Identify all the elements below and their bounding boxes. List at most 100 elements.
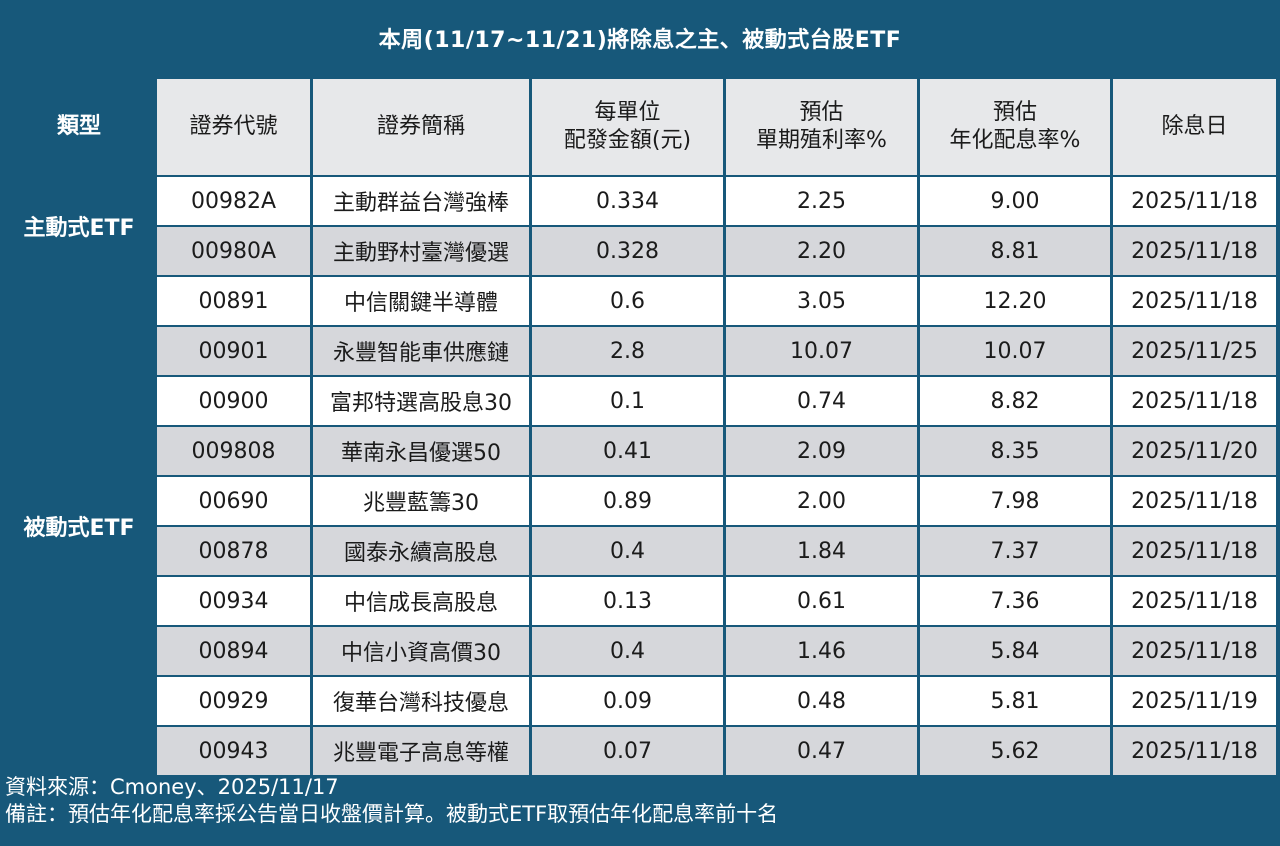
annual-yield-cell: 7.36 [920, 577, 1110, 625]
dividend-cell: 0.334 [532, 177, 723, 225]
table-row: 被動式ETF 00891 中信關鍵半導體 0.6 3.05 12.20 2025/11/18 [4, 277, 1276, 775]
annual-yield-cell: 12.20 [920, 277, 1110, 325]
header-dividend-line1: 每單位 [594, 100, 661, 125]
table-row: 00878 國泰永續高股息 0.4 1.84 7.37 2025/11/18 [4, 527, 1276, 575]
dividend-cell: 0.1 [532, 377, 723, 425]
header-dividend-line2: 配發金額(元) [563, 128, 692, 153]
code-cell: 009808 [157, 427, 310, 475]
header-name: 證券簡稱 [313, 79, 529, 175]
table-row: 00900 富邦特選高股息30 0.1 0.74 8.82 2025/11/18 [4, 377, 1276, 425]
header-annual-yield-line1: 預估 [992, 100, 1037, 125]
table-row: 00934 中信成長高股息 0.13 0.61 7.36 2025/11/18 [4, 577, 1276, 625]
ex-date-cell: 2025/11/18 [1113, 227, 1276, 275]
name-cell: 主動野村臺灣優選 [313, 227, 529, 275]
name-cell: 國泰永續高股息 [313, 527, 529, 575]
source-note: 資料來源：Cmoney、2025/11/17 [5, 775, 339, 799]
header-period-yield-line1: 預估 [799, 100, 844, 125]
dividend-table: 類型 證券代號 證券簡稱 每單位 配發金額(元) 預估 單期殖利率% 預估 年化… [1, 77, 1279, 777]
header-period-yield: 預估 單期殖利率% [726, 79, 917, 175]
annual-yield-cell: 8.35 [920, 427, 1110, 475]
dividend-cell: 0.07 [532, 727, 723, 775]
header-ex-date: 除息日 [1113, 79, 1276, 175]
code-cell: 00934 [157, 577, 310, 625]
code-cell: 00980A [157, 227, 310, 275]
header-row: 類型 證券代號 證券簡稱 每單位 配發金額(元) 預估 單期殖利率% 預估 年化… [4, 79, 1276, 175]
name-cell: 永豐智能車供應鏈 [313, 327, 529, 375]
period-yield-cell: 2.00 [726, 477, 917, 525]
dividend-cell: 0.41 [532, 427, 723, 475]
dividend-cell: 0.89 [532, 477, 723, 525]
annual-yield-cell: 5.84 [920, 627, 1110, 675]
period-yield-cell: 1.46 [726, 627, 917, 675]
period-yield-cell: 0.48 [726, 677, 917, 725]
table-title: 本周(11/17~11/21)將除息之主、被動式台股ETF [0, 0, 1280, 76]
dividend-cell: 0.4 [532, 627, 723, 675]
annual-yield-cell: 5.62 [920, 727, 1110, 775]
remark-note: 備註：預估年化配息率採公告當日收盤價計算。被動式ETF取預估年化配息率前十名 [5, 802, 779, 826]
ex-date-cell: 2025/11/20 [1113, 427, 1276, 475]
period-yield-cell: 10.07 [726, 327, 917, 375]
code-cell: 00690 [157, 477, 310, 525]
code-cell: 00878 [157, 527, 310, 575]
table-row: 00943 兆豐電子高息等權 0.07 0.47 5.62 2025/11/18 [4, 727, 1276, 775]
name-cell: 兆豐藍籌30 [313, 477, 529, 525]
table-row: 00690 兆豐藍籌30 0.89 2.00 7.98 2025/11/18 [4, 477, 1276, 525]
footnotes: 資料來源：Cmoney、2025/11/17 備註：預估年化配息率採公告當日收盤… [5, 774, 778, 828]
ex-date-cell: 2025/11/18 [1113, 577, 1276, 625]
name-cell: 中信成長高股息 [313, 577, 529, 625]
ex-date-cell: 2025/11/19 [1113, 677, 1276, 725]
annual-yield-cell: 7.37 [920, 527, 1110, 575]
code-cell: 00891 [157, 277, 310, 325]
ex-date-cell: 2025/11/25 [1113, 327, 1276, 375]
annual-yield-cell: 10.07 [920, 327, 1110, 375]
period-yield-cell: 2.20 [726, 227, 917, 275]
dividend-cell: 0.328 [532, 227, 723, 275]
dividend-cell: 0.6 [532, 277, 723, 325]
header-dividend: 每單位 配發金額(元) [532, 79, 723, 175]
header-type: 類型 [4, 79, 154, 175]
header-code: 證券代號 [157, 79, 310, 175]
code-cell: 00901 [157, 327, 310, 375]
period-yield-cell: 2.25 [726, 177, 917, 225]
annual-yield-cell: 7.98 [920, 477, 1110, 525]
code-cell: 00982A [157, 177, 310, 225]
type-cell: 被動式ETF [4, 277, 154, 775]
period-yield-cell: 0.74 [726, 377, 917, 425]
header-period-yield-line2: 單期殖利率% [756, 128, 887, 153]
period-yield-cell: 0.47 [726, 727, 917, 775]
ex-date-cell: 2025/11/18 [1113, 377, 1276, 425]
dividend-cell: 0.09 [532, 677, 723, 725]
name-cell: 主動群益台灣強棒 [313, 177, 529, 225]
code-cell: 00894 [157, 627, 310, 675]
dividend-cell: 2.8 [532, 327, 723, 375]
dividend-cell: 0.13 [532, 577, 723, 625]
period-yield-cell: 2.09 [726, 427, 917, 475]
annual-yield-cell: 8.81 [920, 227, 1110, 275]
ex-date-cell: 2025/11/18 [1113, 627, 1276, 675]
code-cell: 00900 [157, 377, 310, 425]
code-cell: 00943 [157, 727, 310, 775]
table-row: 主動式ETF 00982A 主動群益台灣強棒 0.334 2.25 9.00 2025/11… [4, 177, 1276, 275]
header-annual-yield: 預估 年化配息率% [920, 79, 1110, 175]
ex-date-cell: 2025/11/18 [1113, 727, 1276, 775]
ex-date-cell: 2025/11/18 [1113, 277, 1276, 325]
table-row: 00894 中信小資高價30 0.4 1.46 5.84 2025/11/18 [4, 627, 1276, 675]
table-row: 00929 復華台灣科技優息 0.09 0.48 5.81 2025/11/19 [4, 677, 1276, 725]
type-cell: 主動式ETF [4, 177, 154, 275]
name-cell: 兆豐電子高息等權 [313, 727, 529, 775]
dividend-cell: 0.4 [532, 527, 723, 575]
header-annual-yield-line2: 年化配息率% [949, 128, 1081, 153]
name-cell: 富邦特選高股息30 [313, 377, 529, 425]
name-cell: 復華台灣科技優息 [313, 677, 529, 725]
annual-yield-cell: 8.82 [920, 377, 1110, 425]
table-row: 00901 永豐智能車供應鏈 2.8 10.07 10.07 2025/11/25 [4, 327, 1276, 375]
ex-date-cell: 2025/11/18 [1113, 177, 1276, 225]
ex-date-cell: 2025/11/18 [1113, 477, 1276, 525]
table-row: 009808 華南永昌優選50 0.41 2.09 8.35 2025/11/20 [4, 427, 1276, 475]
annual-yield-cell: 9.00 [920, 177, 1110, 225]
table-body: 主動式ETF 00982A 主動群益台灣強棒 0.334 2.25 9.00 2025/11… [4, 177, 1276, 775]
table-row: 00980A 主動野村臺灣優選 0.328 2.20 8.81 2025/11/18 [4, 227, 1276, 275]
period-yield-cell: 1.84 [726, 527, 917, 575]
name-cell: 中信小資高價30 [313, 627, 529, 675]
